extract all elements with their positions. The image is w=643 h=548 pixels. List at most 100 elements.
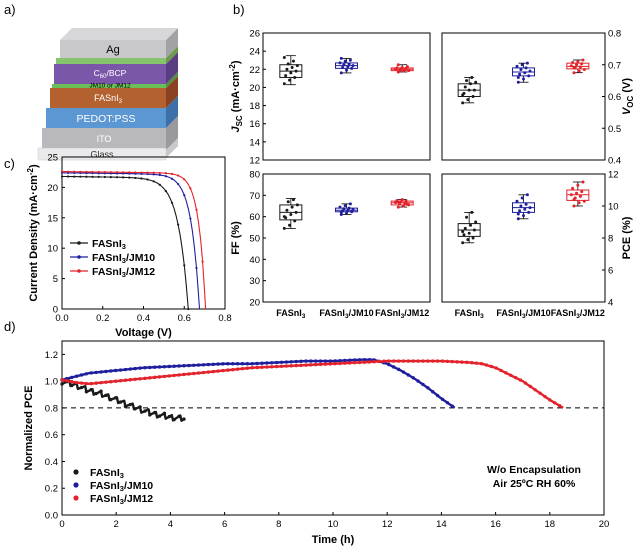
stability-marker (411, 359, 415, 363)
data-point (295, 64, 299, 68)
legend-label: FASnI3/JM10 (92, 252, 155, 265)
jv-marker (85, 175, 88, 178)
stability-marker (382, 359, 386, 363)
data-point (461, 101, 465, 105)
data-point (578, 194, 582, 198)
legend-marker (77, 241, 81, 245)
data-point (290, 205, 294, 209)
data-point (518, 209, 522, 213)
fasni-side (166, 76, 178, 108)
stability-marker (357, 358, 362, 362)
stability-marker (387, 359, 391, 363)
y-tick-label: 6 (608, 266, 613, 277)
x-tick-label: 0 (59, 519, 64, 530)
stability-marker (123, 367, 128, 372)
jv-marker (103, 175, 106, 179)
data-point (463, 226, 467, 230)
jv-marker (67, 175, 70, 178)
data-point (474, 80, 478, 84)
plot-frame (262, 173, 431, 303)
legend-label: FASnI3 (92, 238, 126, 251)
x-tick-label: 0.8 (218, 313, 231, 324)
y-axis-label: Current Density (mA·cm-2) (26, 164, 40, 302)
c60-top-edge (166, 46, 178, 64)
jv-marker (146, 178, 149, 181)
y-tick-label: 0 (53, 305, 58, 316)
jv-marker (158, 183, 161, 186)
stability-marker (118, 400, 123, 404)
stability-marker (70, 383, 74, 388)
data-point (527, 74, 531, 78)
stability-marker (235, 362, 240, 366)
data-point (463, 85, 467, 89)
jv-marker (128, 171, 131, 174)
data-point (284, 74, 288, 78)
data-point (282, 226, 286, 230)
jv-marker (189, 187, 192, 190)
label-sup: -2 (228, 64, 237, 72)
cat-rest: /JM10 (526, 308, 551, 318)
stability-marker (260, 361, 264, 365)
jv-marker (85, 170, 88, 173)
x-tick-label: 14 (436, 519, 447, 530)
jv-marker (170, 177, 174, 180)
stability-marker (294, 363, 298, 368)
y-tick-label: 14 (249, 137, 260, 148)
y-tick-label: 4 (608, 298, 613, 309)
data-point (582, 68, 586, 72)
stability-marker (182, 372, 186, 377)
legend-main: FASnI (92, 266, 122, 278)
stability-marker (177, 373, 181, 377)
legend-main: FASnI (92, 238, 122, 250)
y-tick-label: 0.4 (45, 457, 58, 468)
stability-marker (426, 359, 430, 363)
stability-marker (206, 362, 211, 367)
jv-marker (67, 170, 70, 173)
legend-sub: 3 (122, 270, 126, 279)
stability-marker (328, 359, 332, 363)
y-tick-label: 18 (249, 101, 260, 112)
jv-marker (122, 171, 125, 174)
data-point (471, 236, 475, 240)
data-point (400, 65, 404, 69)
data-point (288, 223, 292, 227)
data-point (470, 210, 474, 214)
data-point (396, 205, 400, 209)
y-tick-label: 0.8 (45, 403, 58, 414)
stability-marker (84, 390, 89, 394)
legend-label: FASnI3/JM12 (92, 266, 155, 279)
stability-marker (84, 372, 89, 376)
y-axis-label: JSC (mA·cm-2) (228, 60, 244, 132)
stability-marker (372, 360, 376, 364)
data-point (472, 88, 476, 92)
data-point (395, 66, 399, 70)
cat-main: FASnI (551, 308, 577, 318)
stability-marker (411, 376, 415, 380)
stability-marker (133, 407, 137, 411)
jv-marker (79, 175, 82, 178)
data-point (285, 208, 289, 212)
stability-marker (279, 364, 284, 368)
jv-marker (134, 176, 137, 180)
legend-main: FASnI (90, 480, 120, 492)
y-tick-label: 22 (249, 65, 260, 76)
data-point (467, 231, 471, 235)
y-tick-label: 5 (53, 274, 58, 285)
stability-marker (74, 380, 79, 385)
stability-marker (265, 365, 269, 369)
stability-marker (240, 362, 245, 366)
data-point (515, 64, 519, 68)
x-tick-label: 6 (222, 519, 227, 530)
data-point (293, 75, 297, 79)
stability-marker (94, 391, 98, 396)
data-point (572, 71, 576, 75)
stability-marker (367, 360, 372, 364)
jv-marker (195, 266, 198, 270)
stability-marker (128, 402, 132, 407)
y-tick-label: 1.2 (45, 350, 58, 361)
data-point (522, 77, 525, 81)
jv-marker (115, 176, 119, 179)
jv-marker (128, 176, 131, 179)
stability-marker (162, 411, 167, 416)
legend-main: FASnI (90, 467, 120, 479)
